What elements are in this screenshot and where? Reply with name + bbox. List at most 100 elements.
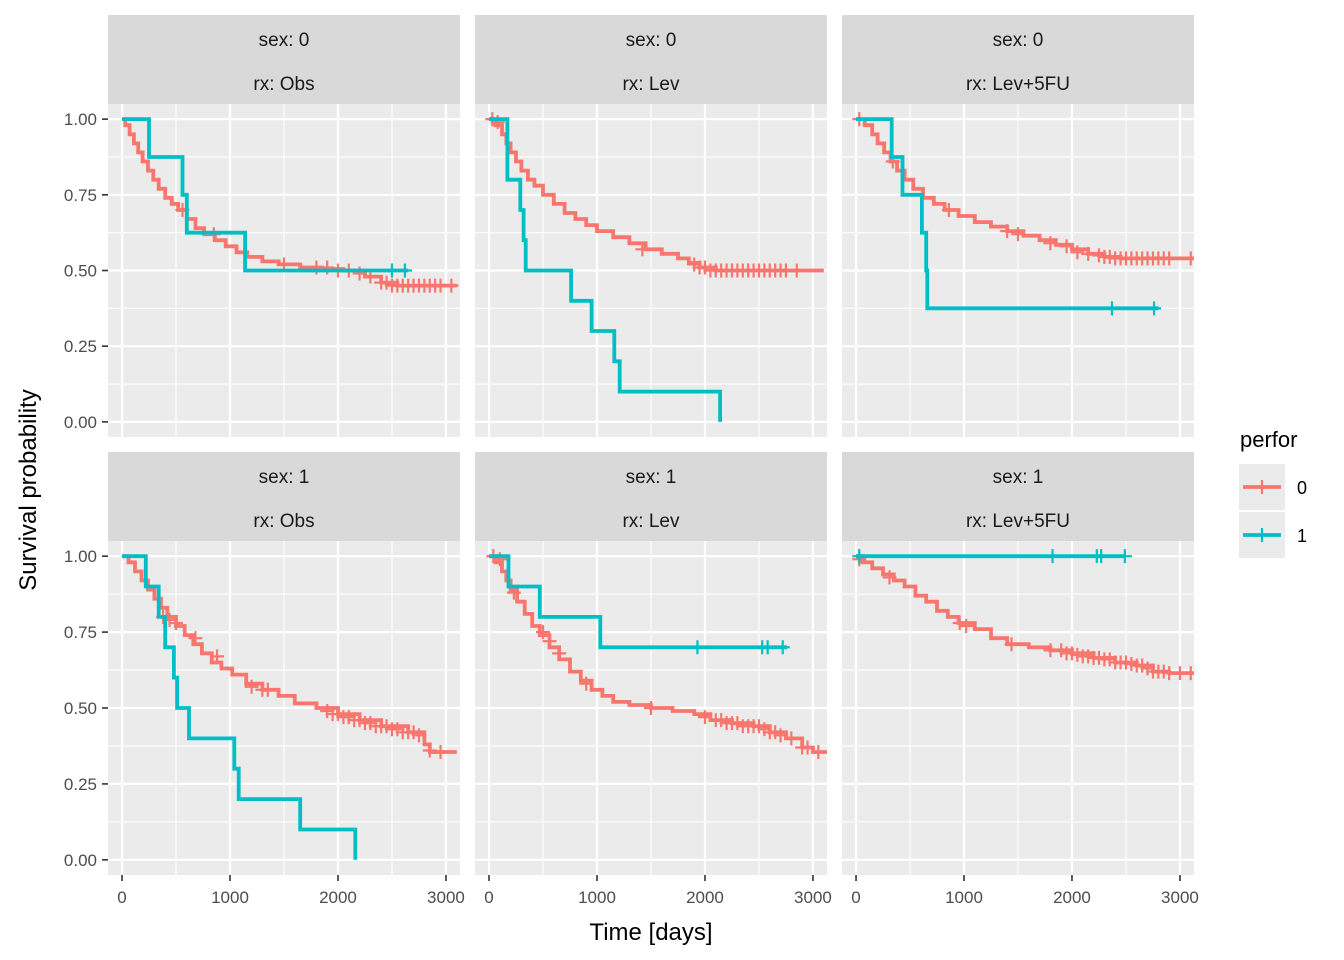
y-tick-label: 1.00 xyxy=(64,110,97,129)
facet-strip xyxy=(108,15,460,104)
survival-curve-perfor-1 xyxy=(489,554,787,650)
strip-label-rx: rx: Obs xyxy=(253,74,314,95)
censor-mark-perfor-0 xyxy=(1043,236,1058,251)
censor-mark-perfor-0 xyxy=(411,728,426,743)
series-group xyxy=(122,554,457,860)
facet-panels: sex: 0 rx: Obs sex: 0 rx: Lev sex: 0 rx: Lev+… xyxy=(108,15,1194,875)
facet-strip xyxy=(475,15,827,104)
censor-mark-perfor-0 xyxy=(800,740,815,755)
survival-curve-perfor-1 xyxy=(489,117,722,422)
x-tick-label: 1000 xyxy=(945,888,983,907)
censor-mark-perfor-0 xyxy=(811,745,826,760)
censor-mark-perfor-0 xyxy=(536,625,551,640)
legend: perfor 0 1 xyxy=(1239,427,1307,558)
censor-mark-perfor-1 xyxy=(1147,301,1162,316)
censor-mark-perfor-0 xyxy=(697,710,712,725)
y-tick-label: 1.00 xyxy=(64,547,97,566)
survival-curve-perfor-0 xyxy=(489,117,824,273)
censor-mark-perfor-0 xyxy=(188,631,203,646)
censor-mark-perfor-0 xyxy=(260,682,275,697)
series-group xyxy=(852,549,1194,681)
x-axis-title: Time [days] xyxy=(589,919,712,946)
censor-mark-perfor-0 xyxy=(1081,246,1096,261)
censor-mark-perfor-0 xyxy=(542,634,557,649)
x-tick-label: 2000 xyxy=(1053,888,1091,907)
x-tick-label: 0 xyxy=(117,888,126,907)
facet-panel-5: sex: 1 rx: Lev xyxy=(475,452,827,875)
legend-label-1: 1 xyxy=(1297,526,1307,546)
facet-panel-4: sex: 1 rx: Obs xyxy=(108,452,460,875)
y-tick-label: 0.25 xyxy=(64,775,97,794)
facet-panel-6: sex: 1 rx: Lev+5FU xyxy=(842,452,1194,875)
censor-mark-perfor-0 xyxy=(789,263,804,278)
censor-mark-perfor-0 xyxy=(635,242,650,257)
censor-mark-perfor-0 xyxy=(773,728,788,743)
x-tick-label: 0 xyxy=(484,888,493,907)
censor-mark-perfor-1 xyxy=(1045,549,1060,564)
legend-label-0: 0 xyxy=(1297,478,1307,498)
censor-mark-perfor-0 xyxy=(1004,637,1019,652)
censor-mark-perfor-0 xyxy=(882,570,897,585)
survival-curve-perfor-1 xyxy=(122,554,358,860)
facet-panel-2: sex: 0 rx: Lev xyxy=(475,15,827,437)
censor-mark-perfor-0 xyxy=(422,743,437,758)
censor-mark-perfor-0 xyxy=(1059,239,1074,254)
censor-mark-perfor-1 xyxy=(1094,549,1109,564)
x-tick-label: 1000 xyxy=(211,888,249,907)
censor-mark-perfor-0 xyxy=(1011,227,1025,242)
y-axis-title: Survival probability xyxy=(15,389,42,590)
x-tick-label: 2000 xyxy=(686,888,724,907)
series-group xyxy=(486,549,827,760)
facet-strip xyxy=(842,452,1194,541)
censor-mark-perfor-1 xyxy=(690,640,705,655)
strip-label-sex: sex: 1 xyxy=(626,467,677,488)
y-tick-label: 0.25 xyxy=(64,337,97,356)
series-group xyxy=(852,112,1194,316)
censor-mark-perfor-1 xyxy=(775,640,790,655)
strip-label-sex: sex: 1 xyxy=(993,467,1044,488)
censor-mark-perfor-0 xyxy=(579,676,594,691)
censor-mark-perfor-1 xyxy=(1104,301,1119,316)
survival-curve-perfor-1 xyxy=(122,117,409,273)
strip-label-sex: sex: 0 xyxy=(259,30,310,51)
censor-mark-perfor-0 xyxy=(1183,251,1194,266)
strip-label-rx: rx: Lev+5FU xyxy=(966,511,1070,532)
series-group xyxy=(485,112,824,422)
y-tick-label: 0.00 xyxy=(64,413,97,432)
strip-label-sex: sex: 1 xyxy=(259,467,310,488)
axes: 0.00 0.25 0.50 0.75 1.00 0.00 0.25 0.50 0.75 1.00… xyxy=(64,110,1199,907)
censor-mark-perfor-0 xyxy=(1000,224,1015,239)
x-tick-label: 3000 xyxy=(1161,888,1199,907)
facet-strip xyxy=(842,15,1194,104)
censor-mark-perfor-1 xyxy=(852,549,867,564)
y-tick-label: 0.75 xyxy=(64,623,97,642)
facet-strip xyxy=(475,452,827,541)
x-tick-label: 3000 xyxy=(427,888,465,907)
censor-mark-perfor-0 xyxy=(941,202,956,217)
legend-key-censor-1 xyxy=(1255,528,1269,542)
x-tick-label: 0 xyxy=(851,888,860,907)
censor-mark-perfor-0 xyxy=(959,619,974,634)
x-tick-label: 3000 xyxy=(794,888,832,907)
censor-mark-perfor-0 xyxy=(552,646,567,661)
censor-mark-perfor-0 xyxy=(1183,666,1194,681)
censor-mark-perfor-0 xyxy=(784,731,799,746)
y-tick-label: 0.50 xyxy=(64,699,97,718)
strip-label-rx: rx: Obs xyxy=(253,511,314,532)
censor-mark-perfor-1 xyxy=(384,263,399,278)
legend-title: perfor xyxy=(1240,427,1297,452)
strip-label-sex: sex: 0 xyxy=(626,30,677,51)
censor-mark-perfor-1 xyxy=(1117,549,1132,564)
x-tick-label: 2000 xyxy=(319,888,357,907)
facet-panel-3: sex: 0 rx: Lev+5FU xyxy=(842,15,1194,437)
facet-strip xyxy=(108,452,460,541)
censor-mark-perfor-0 xyxy=(244,679,259,694)
series-group xyxy=(122,117,459,293)
censor-mark-perfor-0 xyxy=(433,745,448,760)
censor-mark-perfor-0 xyxy=(644,701,658,715)
y-tick-label: 0.75 xyxy=(64,186,97,205)
x-tick-label: 1000 xyxy=(578,888,616,907)
survival-curve-perfor-1 xyxy=(856,117,1159,311)
legend-key-censor-0 xyxy=(1255,480,1269,494)
